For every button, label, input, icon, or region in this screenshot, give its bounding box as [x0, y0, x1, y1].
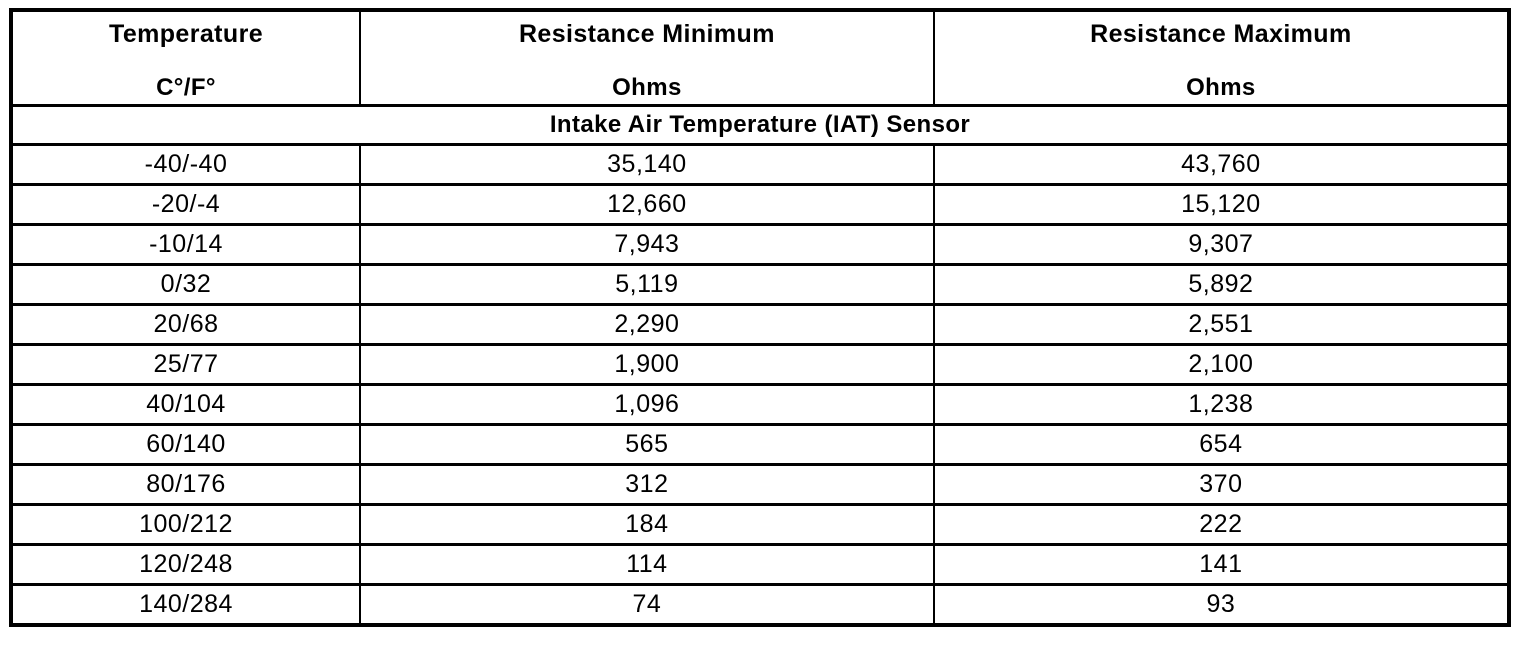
temperature-cell: 60/140: [9, 423, 362, 466]
table-row: -10/14 7,943 9,307: [9, 223, 1511, 266]
table-row: 25/77 1,900 2,100: [9, 343, 1511, 386]
temperature-cell: 40/104: [9, 383, 362, 426]
temperature-cell: -20/-4: [9, 183, 362, 226]
resistance-minimum-cell: 184: [359, 503, 935, 546]
resistance-maximum-cell: 141: [932, 543, 1511, 586]
resistance-maximum-cell: 1,238: [932, 383, 1511, 426]
temperature-cell: 20/68: [9, 303, 362, 346]
resistance-minimum-cell: 7,943: [359, 223, 935, 266]
table-row: 100/212 184 222: [9, 503, 1511, 546]
temperature-column-units: C°/F°: [156, 74, 216, 101]
resistance-minimum-cell: 114: [359, 543, 935, 586]
resistance-maximum-cell: 5,892: [932, 263, 1511, 306]
col-header-temperature: Temperature C°/F°: [9, 8, 362, 107]
temperature-cell: -10/14: [9, 223, 362, 266]
header-row: Temperature C°/F° Resistance Minimum Ohm…: [9, 8, 1511, 107]
table-row: 140/284 74 93: [9, 583, 1511, 627]
resistance-minimum-cell: 2,290: [359, 303, 935, 346]
temperature-cell: 0/32: [9, 263, 362, 306]
table-row: 60/140 565 654: [9, 423, 1511, 466]
temperature-cell: 25/77: [9, 343, 362, 386]
resistance-maximum-cell: 9,307: [932, 223, 1511, 266]
temperature-cell: 80/176: [9, 463, 362, 506]
resistance-maximum-column-title: Resistance Maximum: [1090, 20, 1352, 48]
section-title: Intake Air Temperature (IAT) Sensor: [10, 104, 1510, 146]
resistance-minimum-cell: 565: [359, 423, 935, 466]
resistance-maximum-cell: 222: [932, 503, 1511, 546]
temperature-cell: 140/284: [9, 583, 362, 627]
resistance-maximum-cell: 370: [932, 463, 1511, 506]
table-row: 120/248 114 141: [9, 543, 1511, 586]
temperature-cell: 120/248: [9, 543, 362, 586]
resistance-maximum-cell: 654: [932, 423, 1511, 466]
resistance-minimum-cell: 1,900: [359, 343, 935, 386]
resistance-maximum-cell: 43,760: [932, 143, 1511, 186]
resistance-minimum-cell: 12,660: [359, 183, 935, 226]
resistance-minimum-cell: 5,119: [359, 263, 935, 306]
resistance-maximum-cell: 15,120: [932, 183, 1511, 226]
resistance-maximum-cell: 2,551: [932, 303, 1511, 346]
col-header-resistance-maximum: Resistance Maximum Ohms: [932, 8, 1511, 107]
table-body: -40/-40 35,140 43,760 -20/-4 12,660 15,120 -10…: [9, 143, 1511, 627]
col-header-resistance-minimum: Resistance Minimum Ohms: [359, 8, 935, 107]
resistance-maximum-cell: 93: [932, 583, 1511, 627]
table-row: -40/-40 35,140 43,760: [9, 143, 1511, 186]
resistance-minimum-cell: 35,140: [359, 143, 935, 186]
table-row: 20/68 2,290 2,551: [9, 303, 1511, 346]
resistance-minimum-column-title: Resistance Minimum: [518, 20, 775, 48]
table-row: 40/104 1,096 1,238: [9, 383, 1511, 426]
resistance-maximum-column-units: Ohms: [1186, 74, 1256, 101]
temperature-cell: 100/212: [9, 503, 362, 546]
resistance-minimum-column-units: Ohms: [612, 74, 682, 101]
resistance-maximum-cell: 2,100: [932, 343, 1511, 386]
resistance-minimum-cell: 312: [359, 463, 935, 506]
section-row: Intake Air Temperature (IAT) Sensor: [10, 104, 1510, 146]
temperature-column-title: Temperature: [109, 20, 264, 48]
resistance-minimum-cell: 74: [359, 583, 935, 627]
table-row: 80/176 312 370: [9, 463, 1511, 506]
temperature-cell: -40/-40: [9, 143, 362, 186]
iat-sensor-resistance-table: Temperature C°/F° Resistance Minimum Ohm…: [9, 8, 1511, 627]
table-row: -20/-4 12,660 15,120: [9, 183, 1511, 226]
table-row: 0/32 5,119 5,892: [9, 263, 1511, 306]
resistance-minimum-cell: 1,096: [359, 383, 935, 426]
